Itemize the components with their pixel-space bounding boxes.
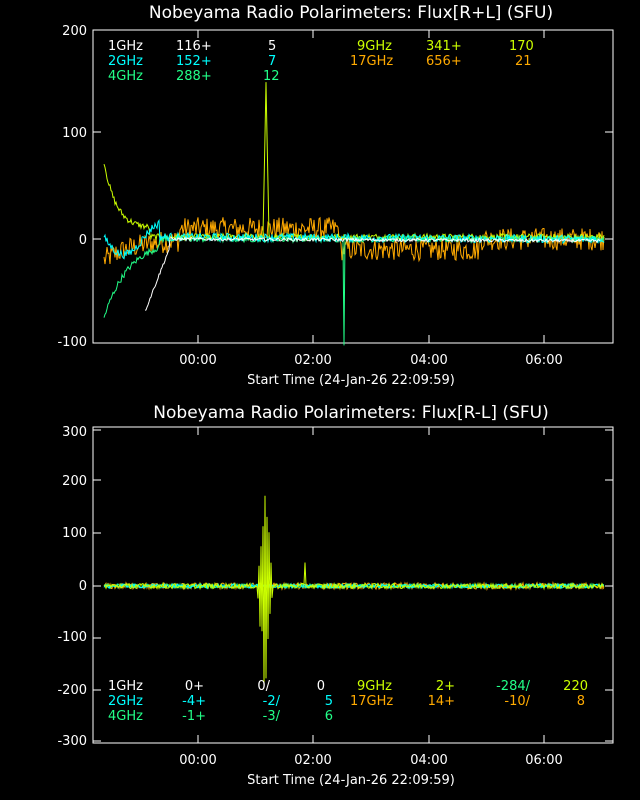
legend-value: -2/ bbox=[263, 694, 281, 709]
top-series-group bbox=[103, 82, 605, 346]
legend-freq: 9GHz bbox=[357, 39, 392, 54]
series-line-4GHz bbox=[103, 234, 605, 346]
legend-value: 12 bbox=[263, 69, 280, 84]
legend-freq: 9GHz bbox=[357, 679, 392, 694]
top-ytick-label: 100 bbox=[62, 126, 87, 141]
top-xtick-label: 06:00 bbox=[525, 353, 562, 368]
legend-value: -4+ bbox=[182, 694, 206, 709]
bottom-series-group bbox=[103, 495, 605, 685]
legend-freq: 17GHz bbox=[350, 54, 393, 69]
legend-value: 5 bbox=[325, 694, 333, 709]
bottom-xtick-label: 04:00 bbox=[410, 753, 447, 768]
legend-value: -10/ bbox=[504, 694, 530, 709]
legend-freq: 4GHz bbox=[108, 709, 143, 724]
legend-value: 8 bbox=[577, 694, 585, 709]
top-ytick-label: 200 bbox=[62, 24, 87, 39]
series-line-9GHz bbox=[103, 495, 605, 685]
legend-value: 288+ bbox=[176, 69, 212, 84]
legend-value: 170 bbox=[509, 39, 534, 54]
legend-value: 0/ bbox=[257, 679, 270, 694]
legend-value: 14+ bbox=[428, 694, 455, 709]
top-plot-frame bbox=[92, 29, 614, 344]
series-line-2GHz bbox=[103, 219, 605, 260]
top-legend: 1GHz 116+ 5 2GHz 152+ 7 4GHz 288+ 12 9GH… bbox=[108, 39, 534, 84]
bottom-ytick-label: 0 bbox=[79, 579, 87, 594]
bottom-ytick-label: 300 bbox=[62, 425, 87, 440]
bottom-ytick-label: -100 bbox=[57, 630, 87, 645]
bottom-ytick-label: -300 bbox=[57, 734, 87, 749]
bottom-plot-frame bbox=[92, 426, 614, 744]
bottom-legend: 1GHz 0+ 0/ 0 2GHz -4+ -2/ 5 4GHz -1+ -3/… bbox=[108, 679, 588, 724]
series-line-9GHz bbox=[103, 82, 605, 242]
legend-freq: 2GHz bbox=[108, 694, 143, 709]
legend-freq: 2GHz bbox=[108, 54, 143, 69]
legend-value: 0+ bbox=[185, 679, 204, 694]
legend-freq: 4GHz bbox=[108, 69, 143, 84]
bottom-xtick-label: 00:00 bbox=[179, 753, 216, 768]
top-xtick-label: 02:00 bbox=[294, 353, 331, 368]
legend-value: 341+ bbox=[426, 39, 462, 54]
legend-value: 0 bbox=[317, 679, 325, 694]
legend-value: 116+ bbox=[176, 39, 212, 54]
bottom-ytick-label: 100 bbox=[62, 526, 87, 541]
legend-value: 220 bbox=[563, 679, 588, 694]
legend-value: 21 bbox=[515, 54, 532, 69]
bottom-xaxis-label: Start Time (24-Jan-26 22:09:59) bbox=[247, 773, 455, 788]
legend-freq: 1GHz bbox=[108, 39, 143, 54]
legend-value: 152+ bbox=[176, 54, 212, 69]
bottom-ytick-label: -200 bbox=[57, 683, 87, 698]
legend-value: 2+ bbox=[436, 679, 455, 694]
legend-value: 656+ bbox=[426, 54, 462, 69]
top-chart-title: Nobeyama Radio Polarimeters: Flux[R+L] (… bbox=[149, 3, 553, 23]
bottom-chart-title: Nobeyama Radio Polarimeters: Flux[R-L] (… bbox=[153, 403, 548, 423]
legend-value: -1+ bbox=[182, 709, 206, 724]
legend-value: 5 bbox=[268, 39, 276, 54]
top-xtick-label: 00:00 bbox=[179, 353, 216, 368]
legend-value: 6 bbox=[325, 709, 333, 724]
top-xtick-label: 04:00 bbox=[410, 353, 447, 368]
bottom-xtick-label: 02:00 bbox=[294, 753, 331, 768]
series-line-1GHz bbox=[144, 236, 601, 311]
legend-value: -3/ bbox=[263, 709, 281, 724]
legend-freq: 1GHz bbox=[108, 679, 143, 694]
series-line-17GHz bbox=[103, 216, 605, 265]
bottom-xtick-label: 06:00 bbox=[525, 753, 562, 768]
bottom-ytick-label: 200 bbox=[62, 474, 87, 489]
legend-value: 7 bbox=[268, 54, 276, 69]
legend-value: -284/ bbox=[496, 679, 531, 694]
top-ytick-label: 0 bbox=[79, 233, 87, 248]
legend-freq: 17GHz bbox=[350, 694, 393, 709]
top-xaxis-label: Start Time (24-Jan-26 22:09:59) bbox=[247, 373, 455, 388]
top-ytick-label: -100 bbox=[57, 335, 87, 350]
